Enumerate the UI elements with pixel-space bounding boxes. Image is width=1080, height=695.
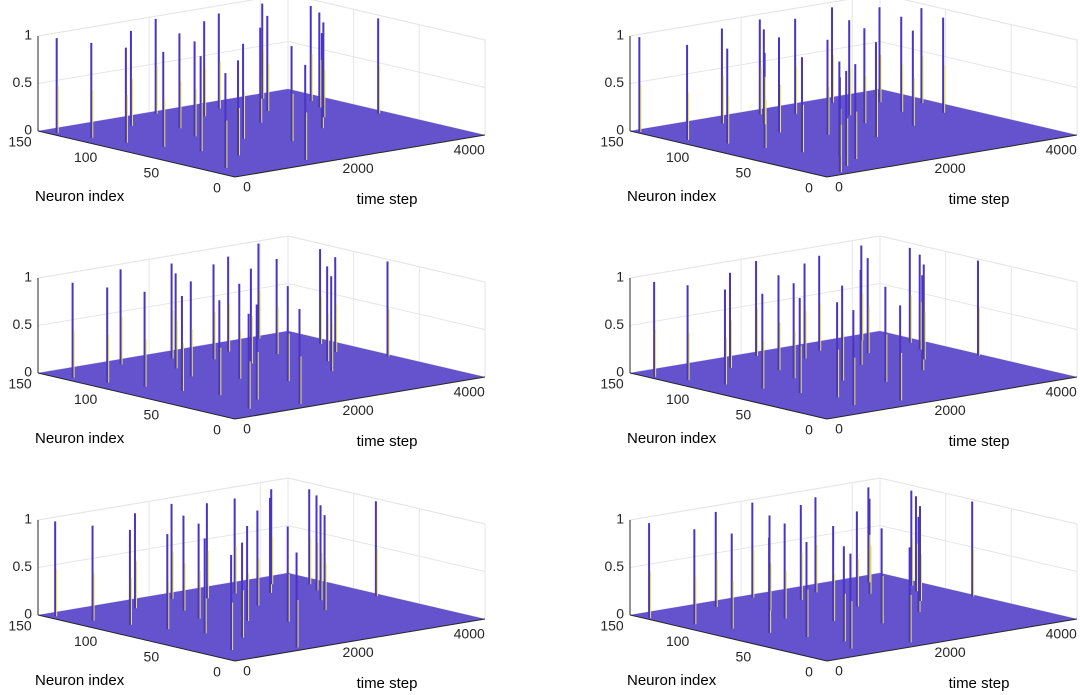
z-tick-label: 1 — [616, 511, 624, 527]
x-tick-label: 0 — [835, 421, 843, 437]
y-tick-label: 50 — [144, 406, 160, 422]
x-axis-label: time step — [949, 675, 1010, 692]
axis — [37, 614, 236, 662]
axis — [826, 618, 1078, 662]
x-tick-label: 2000 — [343, 160, 374, 176]
z-tick-label: 1 — [24, 269, 32, 285]
y-axis-label: Neuron index — [627, 188, 717, 205]
axis — [234, 134, 486, 178]
z-tick-label: 1 — [24, 511, 32, 527]
y-tick-label: 0 — [805, 422, 813, 438]
panel: 0 0.5 1 0 2000 4000 0 50 100 150 time step Neuron i… — [8, 477, 486, 692]
floor — [630, 573, 1077, 661]
panel: 0 0.5 1 0 2000 4000 0 50 100 150 time step Neuron i… — [600, 0, 1078, 208]
x-tick-label: 2000 — [343, 644, 374, 660]
x-tick-label: 4000 — [454, 383, 485, 399]
x-tick-label: 2000 — [935, 644, 966, 660]
x-tick-label: 4000 — [1046, 141, 1077, 157]
y-tick-label: 100 — [666, 633, 690, 649]
y-tick-label: 150 — [600, 618, 624, 634]
axis — [629, 130, 828, 178]
z-tick-label: 1 — [616, 27, 624, 43]
y-tick-label: 0 — [213, 422, 221, 438]
z-tick-label: 1 — [616, 269, 624, 285]
x-axis-label: time step — [357, 675, 418, 692]
floor — [38, 331, 485, 419]
y-axis-label: Neuron index — [627, 672, 717, 689]
x-axis-label: time step — [357, 191, 418, 208]
x-tick-label: 2000 — [935, 402, 966, 418]
z-tick-label: 0.5 — [605, 74, 625, 90]
axis — [37, 130, 236, 178]
x-tick-label: 4000 — [1046, 383, 1077, 399]
y-axis-label: Neuron index — [35, 430, 125, 447]
y-axis-label: Neuron index — [627, 430, 717, 447]
z-tick-label: 0 — [24, 606, 32, 622]
x-tick-label: 0 — [243, 421, 251, 437]
x-tick-label: 4000 — [454, 141, 485, 157]
z-tick-label: 0 — [616, 364, 624, 380]
x-axis-label: time step — [357, 433, 418, 450]
y-tick-label: 50 — [736, 406, 752, 422]
y-axis-label: Neuron index — [35, 672, 125, 689]
z-tick-label: 0 — [616, 606, 624, 622]
y-tick-label: 50 — [144, 648, 160, 664]
x-tick-label: 4000 — [454, 625, 485, 641]
z-tick-label: 0.5 — [13, 558, 33, 574]
x-tick-label: 2000 — [343, 402, 374, 418]
axis — [826, 134, 1078, 178]
panel: 0 0.5 1 0 2000 4000 0 50 100 150 time step Neuron i… — [8, 0, 486, 208]
y-tick-label: 150 — [600, 376, 624, 392]
y-tick-label: 100 — [74, 391, 98, 407]
y-tick-label: 100 — [74, 149, 98, 165]
y-axis-label: Neuron index — [35, 188, 125, 205]
axis — [629, 614, 828, 662]
axis — [234, 376, 486, 420]
x-tick-label: 0 — [243, 179, 251, 195]
x-axis-label: time step — [949, 433, 1010, 450]
z-tick-label: 0.5 — [13, 316, 33, 332]
axis — [826, 376, 1078, 420]
axis — [234, 618, 486, 662]
z-tick-label: 1 — [24, 27, 32, 43]
x-axis-label: time step — [949, 191, 1010, 208]
y-tick-label: 150 — [8, 134, 32, 150]
y-tick-label: 0 — [805, 664, 813, 680]
y-tick-label: 100 — [666, 149, 690, 165]
floor — [38, 573, 485, 661]
y-tick-label: 0 — [213, 180, 221, 196]
y-tick-label: 50 — [736, 648, 752, 664]
y-tick-label: 0 — [213, 664, 221, 680]
y-tick-label: 150 — [8, 376, 32, 392]
x-tick-label: 0 — [835, 179, 843, 195]
y-tick-label: 150 — [8, 618, 32, 634]
panel: 0 0.5 1 0 2000 4000 0 50 100 150 time step Neuron i… — [600, 477, 1078, 692]
axis — [629, 372, 828, 420]
panel: 0 0.5 1 0 2000 4000 0 50 100 150 time step Neuron i… — [600, 235, 1078, 450]
y-tick-label: 100 — [666, 391, 690, 407]
z-tick-label: 0 — [24, 364, 32, 380]
floor — [630, 89, 1077, 177]
y-tick-label: 50 — [736, 164, 752, 180]
y-tick-label: 150 — [600, 134, 624, 150]
x-tick-label: 2000 — [935, 160, 966, 176]
x-tick-label: 0 — [835, 663, 843, 679]
x-tick-label: 4000 — [1046, 625, 1077, 641]
z-tick-label: 0 — [24, 122, 32, 138]
y-tick-label: 50 — [144, 164, 160, 180]
axis — [37, 372, 236, 420]
y-tick-label: 100 — [74, 633, 98, 649]
panel: 0 0.5 1 0 2000 4000 0 50 100 150 time step Neuron i… — [8, 235, 486, 450]
y-tick-label: 0 — [805, 180, 813, 196]
floor — [38, 89, 485, 177]
z-tick-label: 0 — [616, 122, 624, 138]
z-tick-label: 0.5 — [605, 316, 625, 332]
z-tick-label: 0.5 — [13, 74, 33, 90]
z-tick-label: 0.5 — [605, 558, 625, 574]
x-tick-label: 0 — [243, 663, 251, 679]
